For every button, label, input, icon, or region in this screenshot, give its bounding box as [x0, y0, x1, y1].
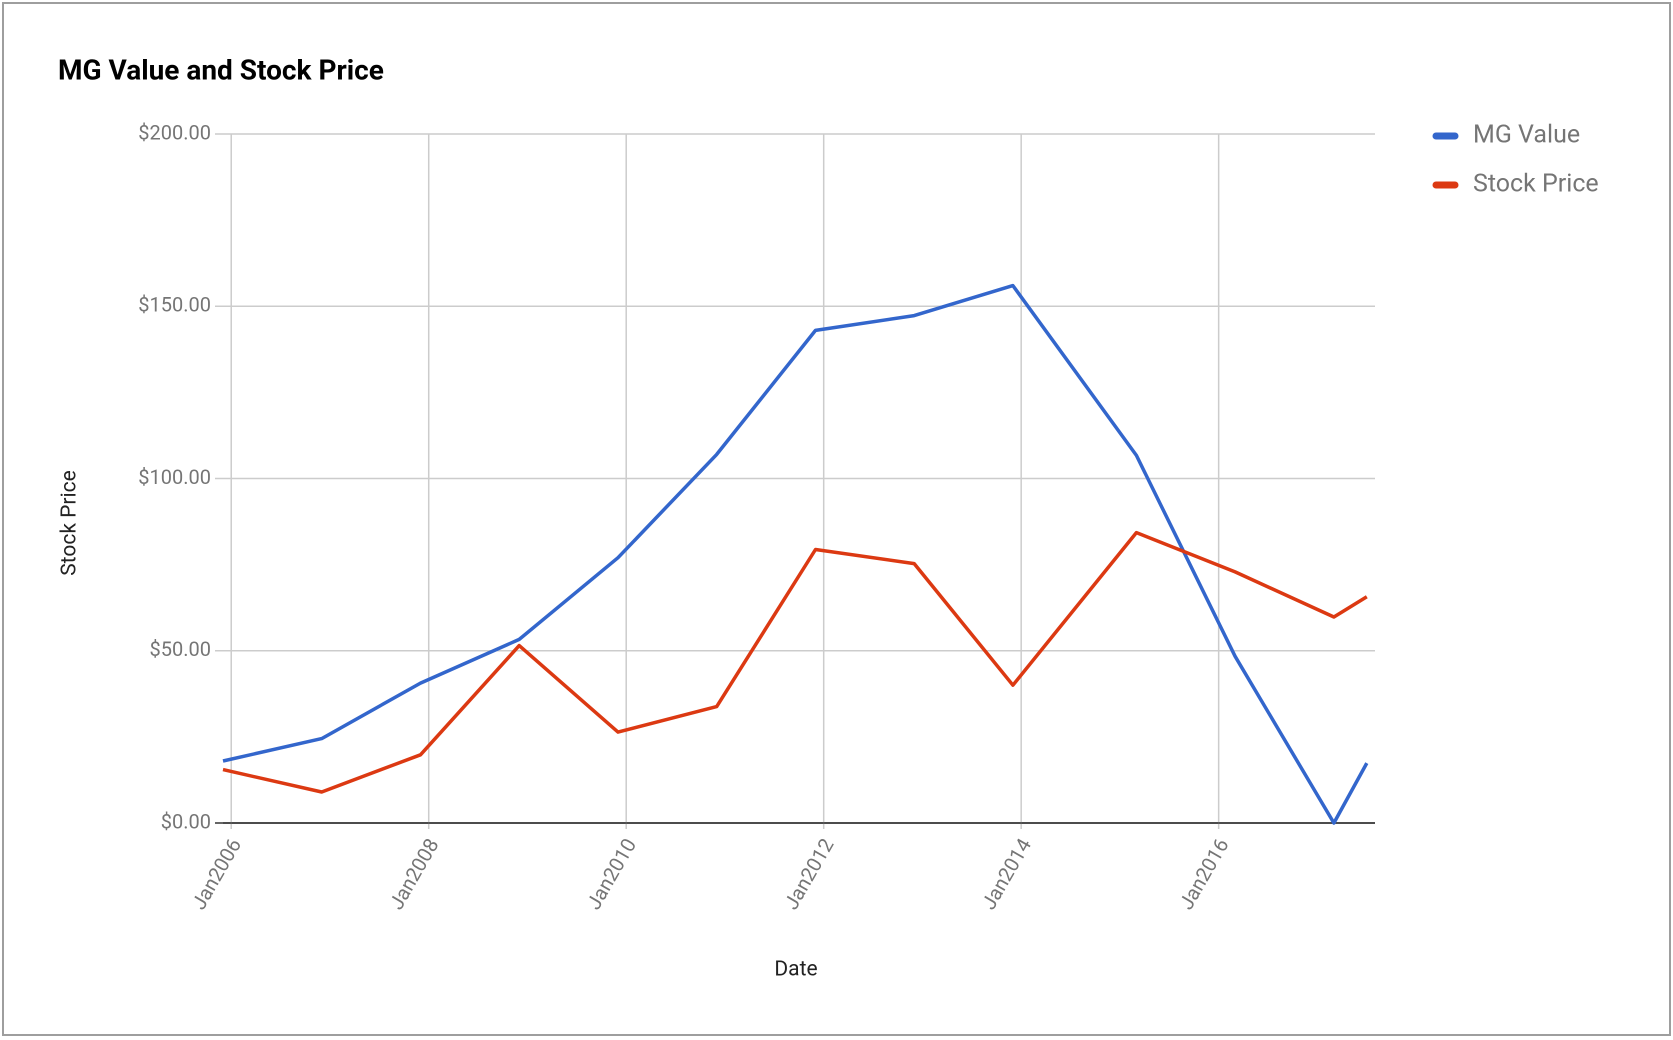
y-axis-title: Stock Price: [58, 470, 82, 576]
y-tick-label: $200.00: [138, 120, 211, 144]
y-tick-label: $100.00: [138, 465, 211, 489]
legend-label: Stock Price: [1473, 170, 1599, 199]
legend-label: MG Value: [1473, 121, 1580, 150]
line-series: [222, 530, 1368, 794]
chart-title: MG Value and Stock Price: [58, 53, 384, 86]
y-tick-label: $0.00: [161, 809, 211, 833]
y-tick-label: $150.00: [138, 293, 211, 317]
x-axis-title: Date: [774, 958, 817, 982]
y-tick-label: $50.00: [150, 637, 211, 661]
line-series: [222, 283, 1369, 825]
